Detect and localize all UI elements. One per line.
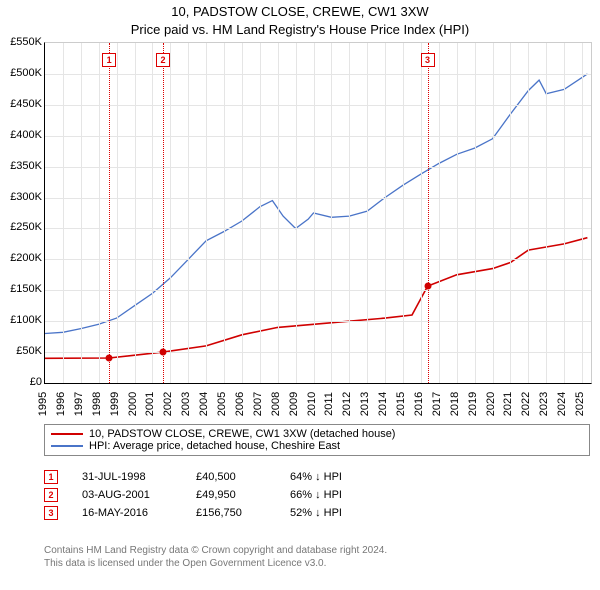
y-tick-label: £500K	[0, 67, 42, 79]
y-tick-label: £450K	[0, 98, 42, 110]
x-tick-label: 2003	[180, 392, 192, 416]
y-tick-label: £300K	[0, 191, 42, 203]
legend: 10, PADSTOW CLOSE, CREWE, CW1 3XW (detac…	[44, 424, 590, 456]
x-tick-label: 2019	[467, 392, 479, 416]
chart-title: 10, PADSTOW CLOSE, CREWE, CW1 3XW	[0, 4, 600, 19]
y-tick-label: £250K	[0, 221, 42, 233]
x-tick-label: 2023	[538, 392, 550, 416]
plot-marker-box: 2	[156, 53, 170, 67]
x-tick-label: 2025	[574, 392, 586, 416]
x-tick-label: 1997	[73, 392, 85, 416]
x-tick-label: 2013	[359, 392, 371, 416]
sale-point-dot	[159, 349, 166, 356]
legend-row: 10, PADSTOW CLOSE, CREWE, CW1 3XW (detac…	[51, 428, 583, 440]
x-tick-label: 1998	[91, 392, 103, 416]
credit-text: Contains HM Land Registry data © Crown c…	[44, 544, 590, 570]
plot-marker-box: 1	[102, 53, 116, 67]
marker-date: 16-MAY-2016	[82, 507, 172, 519]
credit-line-2: This data is licensed under the Open Gov…	[44, 557, 590, 570]
x-tick-label: 2009	[288, 392, 300, 416]
credit-line-1: Contains HM Land Registry data © Crown c…	[44, 544, 590, 557]
legend-label: 10, PADSTOW CLOSE, CREWE, CW1 3XW (detac…	[89, 428, 395, 440]
x-tick-label: 2020	[485, 392, 497, 416]
legend-line-swatch	[51, 445, 83, 447]
marker-table: 1 31-JUL-1998 £40,500 64% ↓ HPI 2 03-AUG-2001…	[44, 466, 590, 524]
x-tick-label: 2001	[145, 392, 157, 416]
legend-line-swatch	[51, 433, 83, 435]
x-tick-label: 1996	[55, 392, 67, 416]
marker-row: 1 31-JUL-1998 £40,500 64% ↓ HPI	[44, 470, 590, 484]
plot-area: 1 2 3	[44, 42, 592, 384]
series-hpi	[45, 74, 587, 334]
x-tick-label: 2014	[377, 392, 389, 416]
x-tick-label: 2010	[306, 392, 318, 416]
x-tick-label: 2011	[323, 392, 335, 416]
y-tick-label: £350K	[0, 160, 42, 172]
marker-row: 2 03-AUG-2001 £49,950 66% ↓ HPI	[44, 488, 590, 502]
plot-marker-box: 3	[421, 53, 435, 67]
marker-pct: 52% ↓ HPI	[290, 507, 342, 519]
y-tick-label: £400K	[0, 129, 42, 141]
y-tick-label: £0	[0, 376, 42, 388]
y-tick-label: £150K	[0, 283, 42, 295]
x-tick-label: 2018	[449, 392, 461, 416]
y-tick-label: £50K	[0, 345, 42, 357]
chart-subtitle: Price paid vs. HM Land Registry's House …	[0, 22, 600, 37]
marker-number-box: 1	[44, 470, 58, 484]
y-tick-label: £200K	[0, 252, 42, 264]
y-tick-label: £550K	[0, 36, 42, 48]
x-tick-label: 1999	[109, 392, 121, 416]
marker-date: 03-AUG-2001	[82, 489, 172, 501]
x-tick-label: 2012	[342, 392, 354, 416]
marker-pct: 66% ↓ HPI	[290, 489, 342, 501]
x-tick-label: 2022	[521, 392, 533, 416]
x-tick-label: 2017	[431, 392, 443, 416]
chart-svg	[45, 43, 591, 383]
marker-number-box: 2	[44, 488, 58, 502]
x-tick-label: 2006	[234, 392, 246, 416]
x-tick-label: 2005	[216, 392, 228, 416]
x-tick-label: 1995	[37, 392, 49, 416]
x-tick-label: 2008	[270, 392, 282, 416]
x-tick-label: 2000	[127, 392, 139, 416]
legend-label: HPI: Average price, detached house, Ches…	[89, 440, 340, 452]
y-tick-label: £100K	[0, 314, 42, 326]
marker-row: 3 16-MAY-2016 £156,750 52% ↓ HPI	[44, 506, 590, 520]
x-tick-label: 2021	[503, 392, 515, 416]
sale-point-dot	[106, 354, 113, 361]
marker-price: £156,750	[196, 507, 266, 519]
x-tick-label: 2024	[556, 392, 568, 416]
x-tick-label: 2007	[252, 392, 264, 416]
x-tick-label: 2004	[198, 392, 210, 416]
marker-date: 31-JUL-1998	[82, 471, 172, 483]
marker-price: £49,950	[196, 489, 266, 501]
x-tick-label: 2016	[413, 392, 425, 416]
marker-price: £40,500	[196, 471, 266, 483]
marker-pct: 64% ↓ HPI	[290, 471, 342, 483]
y-axis-labels: £0£50K£100K£150K£200K£250K£300K£350K£400…	[0, 42, 44, 382]
sale-point-dot	[424, 283, 431, 290]
marker-number-box: 3	[44, 506, 58, 520]
legend-row: HPI: Average price, detached house, Ches…	[51, 440, 583, 452]
series-price_paid	[45, 238, 587, 359]
x-tick-label: 2015	[395, 392, 407, 416]
x-tick-label: 2002	[163, 392, 175, 416]
x-axis-labels: 1995199619971998199920002001200220032004…	[44, 384, 590, 420]
